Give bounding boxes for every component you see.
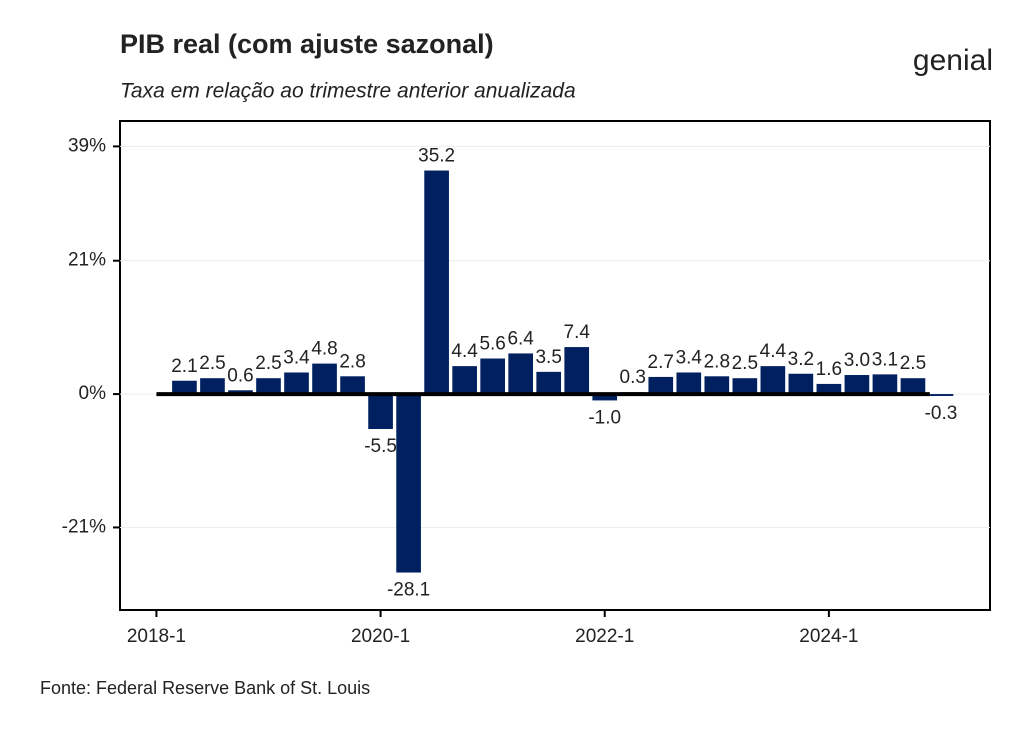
y-tick-label: 39% bbox=[68, 135, 106, 156]
value-label: -0.3 bbox=[925, 403, 958, 424]
value-label: 2.5 bbox=[255, 353, 281, 374]
bar bbox=[928, 394, 954, 396]
value-label: -1.0 bbox=[588, 407, 621, 428]
value-label: 4.4 bbox=[760, 341, 787, 362]
x-tick-label: 2018-1 bbox=[127, 626, 186, 647]
bar bbox=[312, 363, 337, 395]
bar bbox=[648, 376, 674, 395]
value-label: 6.4 bbox=[507, 328, 534, 349]
bar bbox=[760, 366, 786, 395]
value-label: 2.7 bbox=[648, 352, 674, 373]
x-tick-label: 2022-1 bbox=[575, 626, 634, 647]
value-label: 2.8 bbox=[704, 351, 730, 372]
bar bbox=[508, 353, 534, 395]
bar bbox=[172, 380, 197, 395]
value-label: 4.4 bbox=[451, 341, 478, 362]
bar bbox=[256, 378, 281, 395]
y-tick-label: -21% bbox=[62, 516, 106, 537]
chart-subtitle: Taxa em relação ao trimestre anterior an… bbox=[120, 80, 576, 103]
value-label: 2.5 bbox=[900, 353, 926, 374]
value-label: 2.8 bbox=[339, 351, 365, 372]
bar bbox=[788, 373, 814, 395]
value-label: 3.0 bbox=[844, 350, 870, 371]
bar bbox=[536, 371, 562, 395]
bar bbox=[816, 383, 842, 395]
plot-frame bbox=[119, 120, 991, 611]
bar bbox=[424, 170, 449, 395]
value-label: 0.6 bbox=[227, 365, 253, 386]
value-label: 4.8 bbox=[311, 339, 337, 360]
bar bbox=[592, 394, 618, 401]
bar bbox=[480, 358, 505, 395]
bar bbox=[900, 378, 926, 395]
bar bbox=[732, 378, 758, 395]
value-label: 3.4 bbox=[283, 348, 310, 369]
bar bbox=[844, 375, 870, 395]
value-label: 7.4 bbox=[564, 322, 591, 343]
y-tick-label: 21% bbox=[68, 250, 106, 271]
y-tick-label: 0% bbox=[79, 383, 107, 404]
value-label: 3.2 bbox=[788, 349, 814, 370]
value-label: -5.5 bbox=[364, 436, 397, 457]
value-label: 1.6 bbox=[816, 359, 842, 380]
logo: genial bbox=[913, 44, 993, 77]
chart-title: PIB real (com ajuste sazonal) bbox=[120, 29, 494, 59]
bar bbox=[284, 372, 309, 395]
bar bbox=[368, 394, 393, 430]
value-label: 2.1 bbox=[171, 356, 197, 377]
value-label: 2.5 bbox=[199, 353, 225, 374]
value-label: 2.5 bbox=[732, 353, 758, 374]
bar bbox=[396, 394, 421, 573]
value-label: 5.6 bbox=[479, 334, 505, 355]
bar bbox=[676, 372, 702, 395]
value-label: 35.2 bbox=[418, 146, 455, 167]
value-label: -28.1 bbox=[387, 580, 430, 601]
bar bbox=[564, 347, 590, 395]
bar bbox=[704, 376, 730, 395]
bar bbox=[340, 376, 365, 395]
value-label: 3.5 bbox=[535, 347, 561, 368]
value-label: 0.3 bbox=[620, 367, 646, 388]
bar bbox=[452, 366, 477, 395]
x-tick-label: 2020-1 bbox=[351, 626, 410, 647]
value-label: 3.4 bbox=[676, 348, 703, 369]
bar bbox=[200, 378, 225, 395]
source: Fonte: Federal Reserve Bank of St. Louis bbox=[40, 678, 370, 698]
x-tick-label: 2024-1 bbox=[799, 626, 858, 647]
value-label: 3.1 bbox=[872, 349, 898, 370]
bar bbox=[872, 374, 898, 395]
